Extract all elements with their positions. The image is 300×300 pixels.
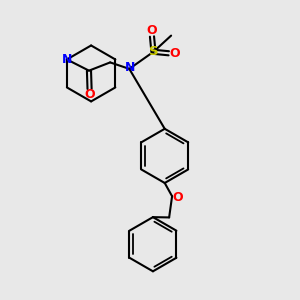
Text: O: O [84, 88, 95, 101]
Text: O: O [172, 190, 183, 204]
Text: S: S [148, 45, 158, 58]
Text: O: O [169, 47, 180, 60]
Text: N: N [125, 61, 135, 74]
Text: N: N [62, 53, 73, 66]
Text: O: O [147, 24, 157, 38]
